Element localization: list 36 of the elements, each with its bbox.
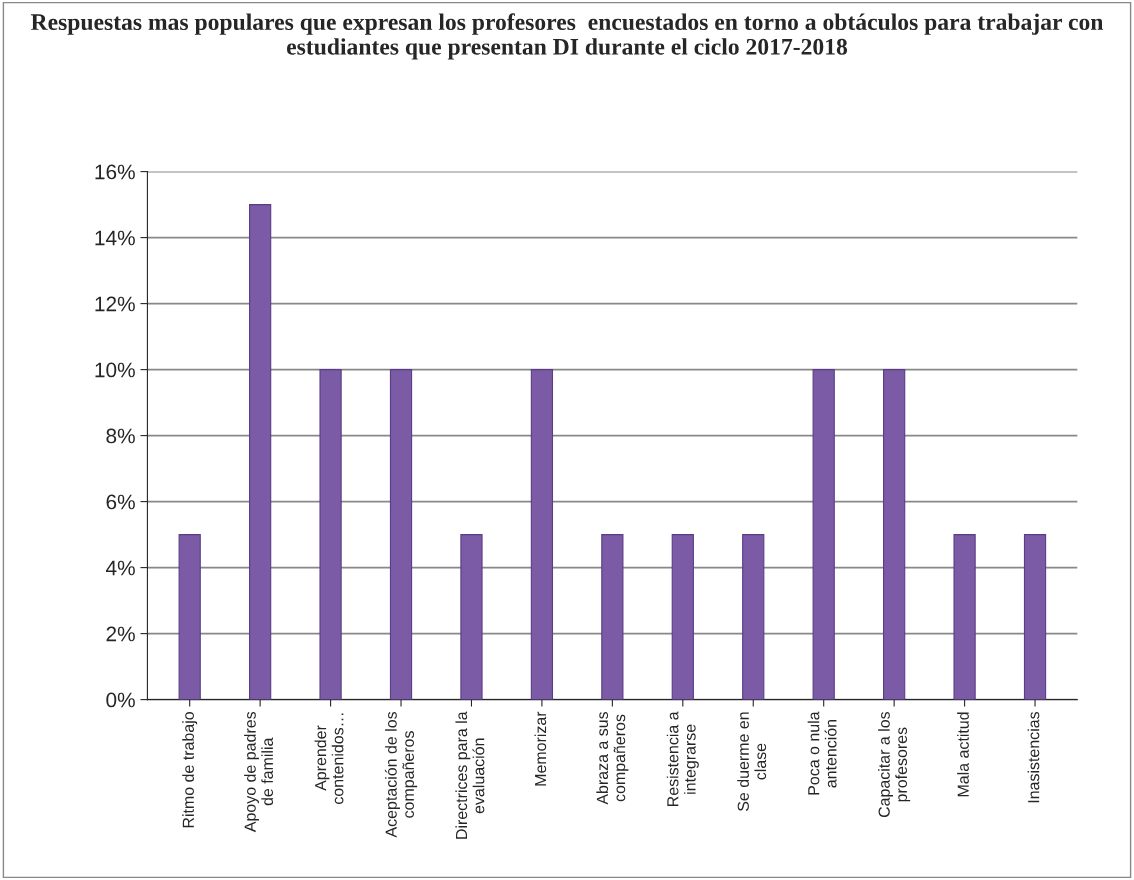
bar	[812, 369, 835, 700]
bar	[178, 534, 201, 700]
bar	[319, 369, 342, 700]
x-tick-label: Mala actitud	[957, 712, 969, 797]
bar	[883, 369, 906, 700]
y-tick-label: 0%	[106, 692, 135, 708]
y-tick-label: 14%	[95, 230, 135, 246]
bar	[249, 204, 272, 700]
x-tick-label: Inasistencias	[1027, 711, 1040, 803]
x-tick-label: Resistencia a integrarse	[666, 711, 699, 806]
bar	[671, 534, 694, 700]
y-tick-label: 8%	[106, 428, 135, 444]
chart-title: Respuestas mas populares que expresan los profesores encuestados en torno a obtáculos para trabajar con estudiantes que presentan DI durante el ciclo 2017-2018	[30, 13, 1104, 60]
bar	[530, 369, 554, 700]
y-tick-label: 16%	[95, 164, 135, 180]
x-tick-label: Poca o nula antención	[807, 711, 837, 795]
x-tick-label: Abraza a sus compañeros	[596, 711, 629, 805]
y-tick-label: 2%	[106, 626, 135, 642]
x-tick-label: Apoyo de padres de familia	[244, 711, 274, 833]
x-tick-label: Directrices para la evaluación	[455, 711, 485, 839]
x-tick-label: Aprender contenidos…	[314, 713, 344, 804]
x-tick-label: Ritmo de trabajo	[182, 712, 198, 828]
bar	[1023, 534, 1047, 700]
y-tick-label: 10%	[95, 362, 135, 378]
bar	[460, 534, 483, 700]
y-tick-label: 12%	[95, 296, 135, 312]
x-tick-label: Aceptación de los compañeros	[384, 711, 418, 838]
x-tick-label: Se duerme en clase	[737, 712, 767, 811]
bar	[389, 369, 413, 700]
x-tick-label: Memorizar	[534, 711, 547, 786]
bar	[742, 534, 765, 700]
y-tick-label: 6%	[106, 494, 135, 510]
bar	[601, 534, 624, 700]
y-tick-label: 4%	[105, 560, 135, 576]
bar	[953, 534, 976, 700]
x-tick-label: Capacitar a los profesores	[878, 711, 911, 818]
